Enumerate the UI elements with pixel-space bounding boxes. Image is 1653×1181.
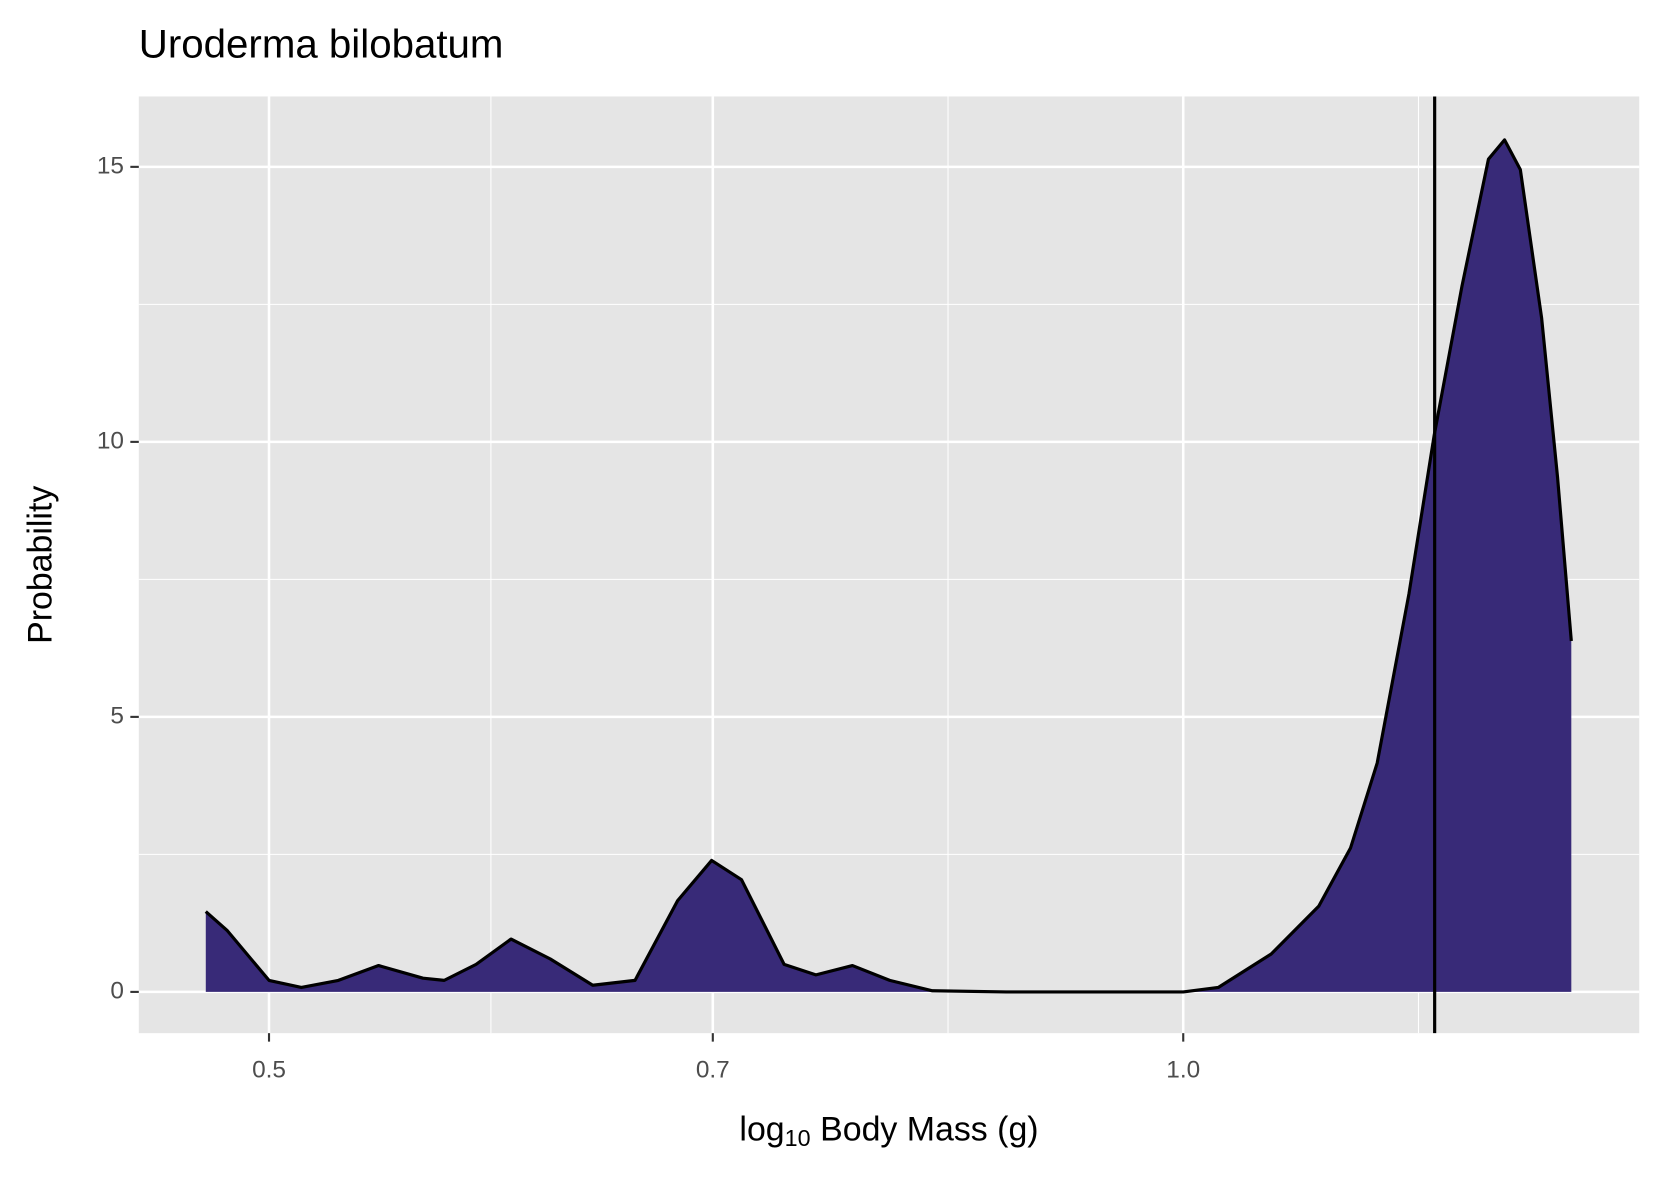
- y-tick-label: 15: [97, 152, 124, 179]
- density-line: [204, 138, 1573, 994]
- x-label-base: log: [739, 1111, 784, 1149]
- y-tick-label: 0: [110, 977, 124, 1004]
- x-tick-label: 0.5: [252, 1057, 286, 1084]
- y-axis-label: Probability: [21, 486, 59, 644]
- marks: [204, 96, 1573, 1034]
- x-axis-label: log10 Body Mass (g): [739, 1111, 1038, 1152]
- y-tick-label: 5: [110, 702, 124, 729]
- x-label-subscript: 10: [785, 1125, 811, 1151]
- y-tick-label: 10: [97, 427, 124, 454]
- chart-title: Uroderma bilobatum: [139, 21, 504, 66]
- x-tick-label: 0.7: [696, 1057, 730, 1084]
- x-tick-label: 1.0: [1166, 1057, 1200, 1084]
- x-label-rest: Body Mass (g): [820, 1111, 1038, 1149]
